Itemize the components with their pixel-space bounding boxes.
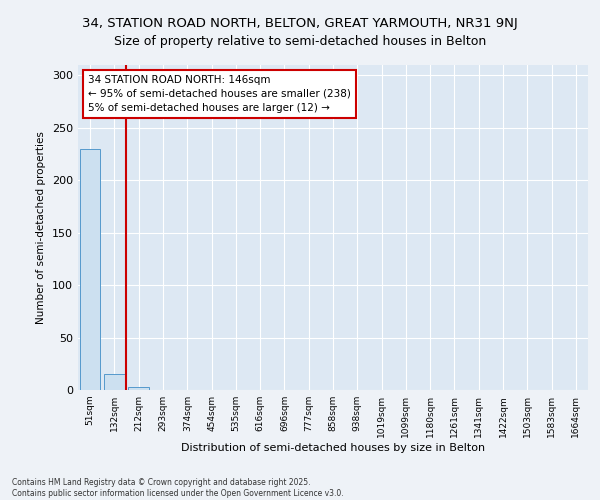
- Bar: [104, 374, 125, 390]
- Bar: [80, 149, 100, 390]
- Text: 34 STATION ROAD NORTH: 146sqm
← 95% of semi-detached houses are smaller (238)
5%: 34 STATION ROAD NORTH: 146sqm ← 95% of s…: [88, 74, 351, 113]
- Text: Contains HM Land Registry data © Crown copyright and database right 2025.
Contai: Contains HM Land Registry data © Crown c…: [12, 478, 344, 498]
- X-axis label: Distribution of semi-detached houses by size in Belton: Distribution of semi-detached houses by …: [181, 442, 485, 452]
- Y-axis label: Number of semi-detached properties: Number of semi-detached properties: [37, 131, 46, 324]
- Bar: [128, 387, 149, 390]
- Text: Size of property relative to semi-detached houses in Belton: Size of property relative to semi-detach…: [114, 35, 486, 48]
- Text: 34, STATION ROAD NORTH, BELTON, GREAT YARMOUTH, NR31 9NJ: 34, STATION ROAD NORTH, BELTON, GREAT YA…: [82, 18, 518, 30]
